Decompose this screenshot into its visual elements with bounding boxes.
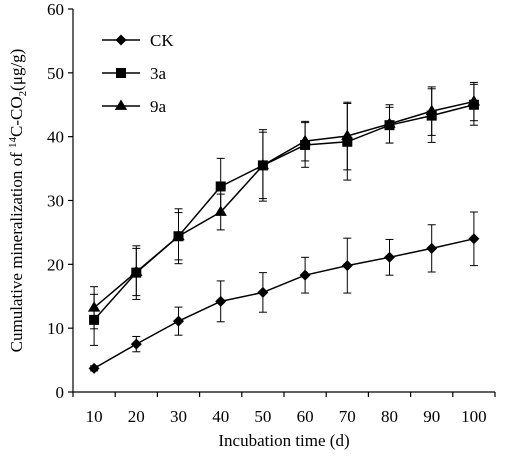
legend-label-3a: 3a [150,64,167,83]
legend-label-ck: CK [150,31,174,50]
data-point-ck [88,362,100,374]
data-point-9a [298,134,312,146]
y-axis-title-mid: C-CO [7,96,26,137]
data-point-9a [87,301,101,312]
legend-marker-ck [115,34,127,46]
data-point-ck [173,315,184,327]
legend-marker-3a [116,68,126,78]
data-point-3a [215,181,226,192]
legend: CK 3a 9a [102,31,174,116]
data-point-9a [467,95,481,106]
x-tick-label: 80 [381,407,398,426]
data-point-9a [425,104,438,116]
y-tick-label: 10 [47,319,64,338]
data-point-9a [214,205,227,216]
x-tick-label: 90 [423,407,440,426]
x-tick-label: 70 [339,407,356,426]
x-tick-label: 60 [297,407,314,426]
x-tick-label: 40 [212,407,229,426]
y-tick-label: 30 [47,192,64,211]
y-tick-label: 0 [56,383,65,402]
x-tick-label: 100 [461,407,487,426]
data-point-ck [215,295,227,307]
data-point-ck [299,269,311,281]
y-axis-title: Cumulative mineralization of 14C-CO2(μg/… [7,49,29,353]
series-markers [87,95,481,374]
data-point-3a [89,314,100,325]
y-tick-label: 60 [47,0,64,19]
data-point-ck [384,251,395,263]
error-bars [90,81,478,372]
data-point-ck [257,286,269,298]
series-lines [93,100,475,370]
x-tick-label: 10 [86,407,103,426]
y-tick-label: 50 [47,64,64,83]
data-point-9a [130,265,143,276]
y-tick-label: 20 [47,255,64,274]
series-line-9a [93,100,475,309]
y-axis-title-superscript: 14 [7,136,19,148]
data-point-ck [130,338,142,350]
legend-marker-9a [114,99,128,110]
series-line-3a [93,104,475,321]
series-line-ck [93,238,475,370]
data-point-9a [256,158,270,170]
y-axis-title-prefix: Cumulative mineralization of [7,148,26,352]
x-tick-label: 20 [128,407,145,426]
y-axis-title-suffix: (μg/g) [7,49,26,91]
data-point-ck [468,233,480,245]
x-tick-label: 50 [254,407,271,426]
data-point-9a [341,129,354,140]
y-tick-label: 40 [47,128,64,147]
axes: 0 10 20 30 40 50 60 10 20 30 40 50 60 70 80 90 100 [47,0,496,426]
x-tick-label: 30 [170,407,187,426]
data-point-3a [426,110,437,121]
data-point-9a [172,229,185,241]
data-point-9a [383,117,396,128]
data-point-ck [341,260,353,272]
x-axis-title: Incubation time (d) [218,431,349,450]
data-point-3a [342,136,353,147]
y-axis-title-subscript: 2 [17,91,29,97]
legend-label-9a: 9a [150,97,167,116]
data-point-ck [426,242,438,254]
